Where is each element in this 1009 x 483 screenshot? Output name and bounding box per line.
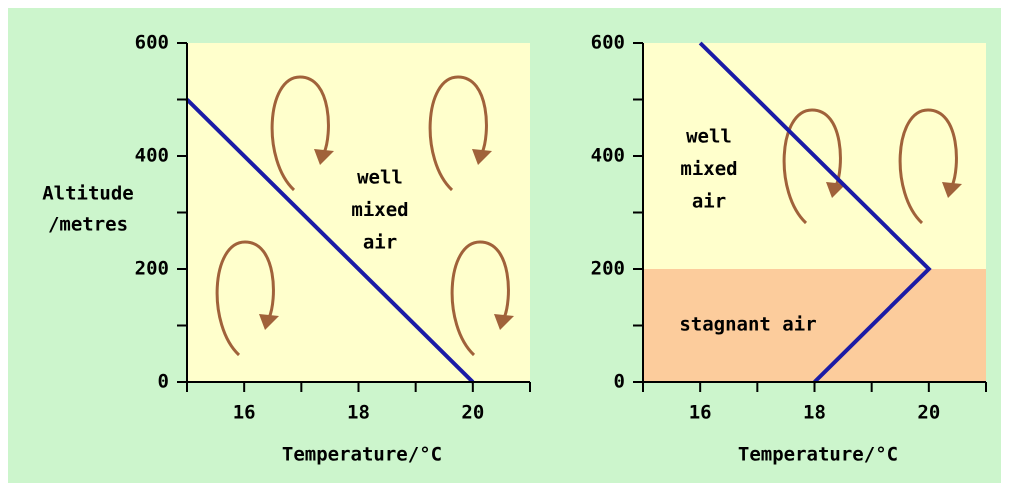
annotation: well	[686, 126, 732, 148]
y-tick-label: 200	[135, 258, 169, 280]
annotation: air	[692, 191, 726, 213]
y-tick-label: 600	[591, 32, 625, 54]
y-tick-label: 200	[591, 258, 625, 280]
x-tick-label: 18	[347, 402, 370, 424]
x-tick-label: 16	[233, 402, 256, 424]
x-tick-label: 18	[803, 402, 826, 424]
y-tick-label: 400	[135, 145, 169, 167]
x-tick-label: 16	[689, 402, 712, 424]
annotation: well	[357, 167, 403, 189]
x-axis-label: Temperature/°C	[738, 444, 898, 466]
page: {"chart_data": [ {"type": "line", "x_lab…	[0, 0, 1009, 483]
x-axis-label: Temperature/°C	[282, 444, 442, 466]
y-tick-label: 0	[158, 371, 169, 393]
y-axis-label: Altitude	[42, 183, 134, 205]
y-axis-label: /metres	[48, 214, 128, 236]
x-tick-label: 20	[461, 402, 484, 424]
annotation: air	[363, 232, 397, 254]
chart: wellmixedair0200400600161820Temperature/…	[0, 0, 1009, 483]
annotation: mixed	[351, 199, 408, 221]
y-tick-label: 400	[591, 145, 625, 167]
annotation: mixed	[680, 158, 737, 180]
y-tick-label: 0	[614, 371, 625, 393]
y-tick-label: 600	[135, 32, 169, 54]
band-label: stagnant air	[679, 314, 816, 336]
x-tick-label: 20	[917, 402, 940, 424]
